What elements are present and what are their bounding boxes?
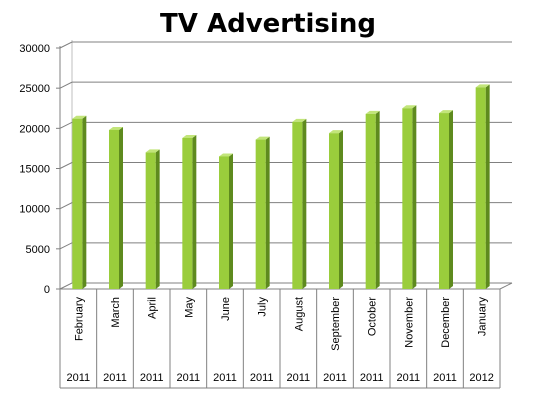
gridline [59,282,512,290]
bar-front [145,152,156,289]
bar-top [182,134,197,138]
bar [475,84,490,289]
x-year-label: 2011 [213,372,237,384]
x-tick-label: March [110,297,122,328]
bar [402,105,417,289]
bar [329,130,343,289]
bar-side [119,126,123,289]
bar-front [182,137,193,289]
bar [145,149,160,289]
x-year-label: 2012 [469,372,493,384]
bar-top [475,84,490,88]
bar [439,110,453,289]
gridline [59,242,512,250]
x-year-label: 2011 [287,372,311,384]
x-year-label: 2011 [360,372,384,384]
x-year-label: 2011 [67,372,91,384]
bar-top [439,110,453,114]
bar-side [192,134,197,289]
bar-top [72,115,87,119]
bar-side [155,149,160,289]
x-year-label: 2011 [397,372,421,384]
bar-front [439,113,449,289]
bar-front [475,87,486,289]
bar-side [449,110,453,289]
bar-side [485,84,490,289]
bar-top [402,105,417,109]
bar-top [255,136,270,140]
y-axis-ticks: 0 5000 10000 15000 20000 25000 30000 [19,43,50,296]
bar-side [412,105,417,289]
x-tick-label: November [403,297,415,348]
x-tick-label: August [293,297,305,331]
x-tick-label: April [147,297,159,319]
bar [72,115,87,290]
bar [292,118,307,289]
x-year-label: 2011 [323,372,347,384]
bar-top [292,118,307,122]
x-tick-label: September [330,297,342,351]
x-tick-label: July [257,297,269,317]
x-tick-label: May [183,297,195,318]
bar-front [219,156,229,289]
bar-top [329,130,343,134]
x-tick-label: February [73,297,85,342]
gridline [59,41,512,49]
y-tick-label: 0 [44,284,50,296]
bar-top [219,153,233,157]
y-tick-label: 25000 [19,83,50,95]
bar-side [375,110,380,289]
bar-front [365,113,376,289]
bar-top [109,126,123,130]
bar-front [109,129,119,289]
y-tick-label: 20000 [19,123,50,135]
bar-side [265,136,270,289]
chart-title: TV Advertising [160,9,376,39]
x-tick-label: January [477,297,489,337]
bar-top [145,149,160,153]
x-tick-label: December [440,297,452,348]
x-year-label: 2011 [433,372,457,384]
bar [365,110,380,289]
bar [109,126,123,289]
y-tick-label: 30000 [19,43,50,55]
x-tick-label: June [220,297,232,321]
bar [182,134,197,289]
y-tick-label: 15000 [19,164,50,176]
x-year-label: 2011 [250,372,274,384]
gridline [59,81,512,89]
y-tick-label: 5000 [26,244,50,256]
x-axis: February March April May June July August Septe… [59,289,501,389]
bar-side [339,130,343,289]
gridline [59,121,512,129]
bar-front [255,139,266,289]
bar-side [302,118,307,289]
gridline [59,202,512,210]
bar-side [229,153,233,289]
x-tick-label: October [367,297,379,336]
bar-front [329,133,339,289]
x-year-label: 2011 [140,372,164,384]
bar-front [402,108,413,289]
gridline [59,162,512,169]
y-tick-label: 10000 [19,204,50,216]
bar-side [82,115,87,290]
bar-front [72,118,83,290]
bar-top [365,110,380,114]
bars [72,84,490,290]
x-year-label: 2011 [177,372,201,384]
x-year-label: 2011 [103,372,127,384]
bar-front [292,121,303,289]
bar [219,153,233,289]
bar [255,136,270,289]
